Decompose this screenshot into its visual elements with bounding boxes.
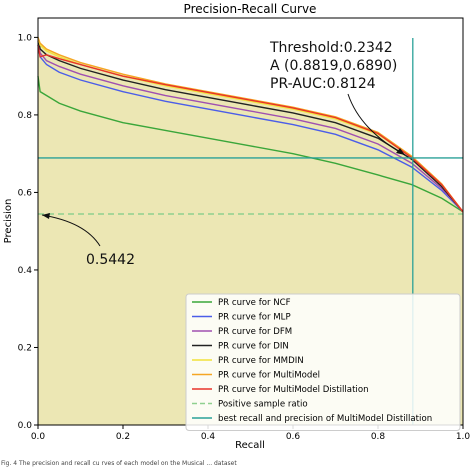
legend-box <box>185 293 461 431</box>
threshold-arrow <box>347 93 406 156</box>
legend-entry-label: best recall and precision of MultiModel … <box>218 414 432 424</box>
threshold-arrowhead <box>396 148 405 155</box>
baseline-annotation: 0.5442 <box>86 252 135 268</box>
point-annotation: A (0.8819,0.6890) <box>270 58 397 74</box>
series-line-1 <box>37 45 464 213</box>
x-tick-label: 0.0 <box>31 432 46 442</box>
legend-entry-label: PR curve for DIN <box>218 342 289 352</box>
legend-entry-label: PR curve for MultiModel Distillation <box>218 385 369 395</box>
y-tick-label: 0.6 <box>18 188 33 198</box>
y-axis-label: Precision <box>3 199 14 244</box>
y-tick-label: 1.0 <box>18 33 33 43</box>
legend-entry-label: Positive sample ratio <box>218 400 308 410</box>
x-tick-label: 0.2 <box>116 432 130 442</box>
auc-annotation: PR-AUC:0.8124 <box>270 76 376 92</box>
x-axis-label: Recall <box>235 440 265 451</box>
x-tick-label: 0.6 <box>286 432 301 442</box>
y-tick-label: 0.4 <box>18 266 33 276</box>
legend-entry-label: PR curve for NCF <box>218 298 291 308</box>
series-line-5 <box>37 37 464 213</box>
x-tick-label: 0.4 <box>201 432 216 442</box>
legend-entry-label: PR curve for MultiModel <box>218 371 320 381</box>
x-tick-label: 0.8 <box>371 432 386 442</box>
legend-entry-label: PR curve for MMDIN <box>218 356 304 366</box>
series-line-0 <box>37 76 464 213</box>
legend-entry-label: PR curve for MLP <box>218 313 291 323</box>
y-tick-label: 0.8 <box>18 111 33 121</box>
y-tick-label: 0.2 <box>18 343 32 353</box>
figure-caption: Fig. 4 The precision and recall cu rves … <box>1 460 237 467</box>
legend: PR curve for NCF PR curve for MLP PR curve… <box>185 293 461 431</box>
threshold-annotation: Threshold:0.2342 <box>269 40 393 56</box>
legend-entry-label: PR curve for DFM <box>218 327 292 337</box>
baseline-arrow <box>41 214 101 247</box>
series-line-2 <box>37 41 464 213</box>
y-tick-label: 0.0 <box>18 421 33 431</box>
baseline-arrowhead <box>42 213 50 219</box>
chart-title: Precision-Recall Curve <box>184 2 317 16</box>
x-tick-label: 1.0 <box>456 432 471 442</box>
